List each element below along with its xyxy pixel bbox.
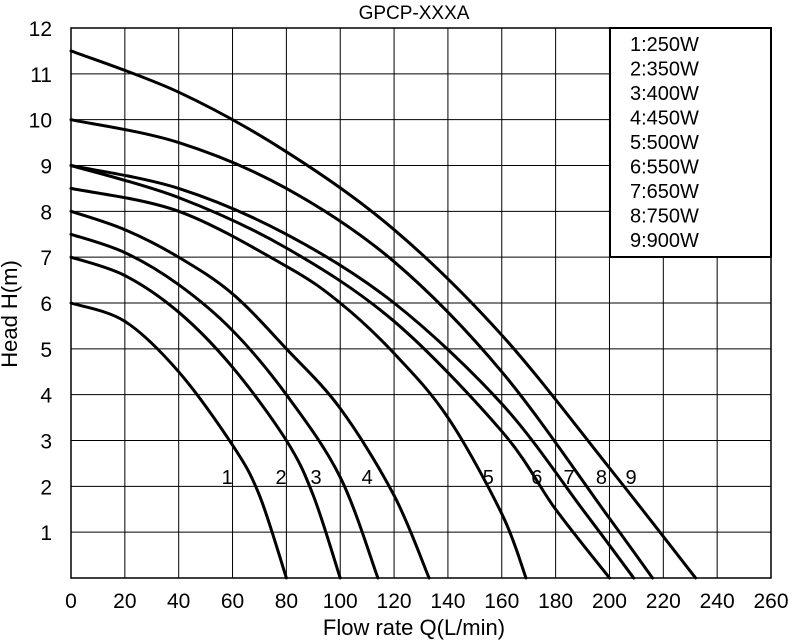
- x-tick-label: 0: [65, 590, 77, 613]
- y-tick-label: 12: [29, 18, 52, 41]
- curve-6: [69, 164, 611, 580]
- x-tick-label: 260: [753, 590, 788, 613]
- legend-entry: 2:350W: [630, 59, 699, 81]
- y-tick-label: 6: [40, 293, 52, 316]
- y-tick-label: 5: [40, 339, 52, 362]
- x-tick-label: 240: [700, 590, 735, 613]
- y-tick-label: 2: [40, 476, 52, 499]
- curve-label-8: 8: [596, 467, 607, 489]
- curve-4: [69, 209, 431, 580]
- curve-5: [69, 186, 528, 580]
- curve-label-3: 3: [310, 467, 321, 489]
- legend-entry: 3:400W: [630, 83, 699, 105]
- curve-8: [69, 118, 654, 580]
- x-tick-label: 140: [430, 590, 465, 613]
- x-tick-label: 180: [538, 590, 573, 613]
- y-axis-title: Head H(m): [0, 260, 22, 368]
- y-tick-label: 1: [40, 522, 52, 545]
- legend-box: [609, 27, 772, 258]
- y-tick-label: 7: [40, 247, 52, 270]
- x-tick-label: 100: [323, 590, 358, 613]
- x-tick-labels: 0 20 40 60 80 100 120 140 160 180 200 220 240 260: [65, 590, 788, 613]
- x-tick-label: 80: [275, 590, 298, 613]
- curve-label-6: 6: [531, 467, 542, 489]
- y-tick-label: 8: [40, 201, 52, 224]
- x-tick-label: 60: [221, 590, 244, 613]
- chart-title: GPCP-XXXA: [359, 3, 470, 24]
- curves: [69, 49, 698, 580]
- y-tick-label: 10: [29, 110, 52, 133]
- legend-entry: 5:500W: [630, 132, 699, 154]
- x-tick-label: 120: [377, 590, 412, 613]
- curve-2: [69, 255, 342, 580]
- legend-entry: 9:900W: [630, 230, 699, 252]
- x-tick-label: 160: [484, 590, 519, 613]
- curve-label-5: 5: [483, 467, 494, 489]
- y-tick-label: 9: [40, 156, 52, 179]
- y-tick-label: 11: [30, 64, 52, 87]
- x-tick-label: 200: [592, 590, 627, 613]
- curve-label-4: 4: [362, 467, 373, 489]
- y-tick-label: 3: [40, 431, 52, 454]
- legend-entry: 6:550W: [630, 157, 699, 179]
- legend-entry: 4:450W: [630, 108, 699, 130]
- curve-label-7: 7: [564, 467, 575, 489]
- curve-7: [69, 164, 636, 580]
- curve-label-1: 1: [222, 467, 233, 489]
- y-tick-label: 4: [40, 385, 52, 408]
- x-tick-label: 220: [646, 590, 681, 613]
- curve-label-2: 2: [275, 467, 286, 489]
- legend-entry: 1:250W: [630, 34, 699, 56]
- x-tick-label: 20: [113, 590, 136, 613]
- legend-entry: 7:650W: [630, 181, 699, 203]
- x-tick-label: 40: [167, 590, 190, 613]
- curve-9: [69, 49, 698, 580]
- legend-entry: 8:750W: [630, 206, 699, 228]
- curve-label-9: 9: [625, 467, 636, 489]
- curve-1: [69, 301, 288, 580]
- x-axis-title: Flow rate Q(L/min): [323, 615, 505, 640]
- curve-3: [69, 232, 380, 580]
